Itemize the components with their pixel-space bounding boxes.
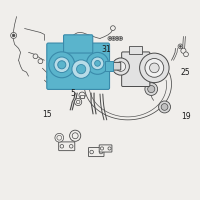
Circle shape — [60, 144, 64, 148]
Circle shape — [150, 63, 159, 73]
Circle shape — [100, 147, 104, 150]
Circle shape — [95, 60, 100, 66]
FancyBboxPatch shape — [64, 35, 93, 53]
Circle shape — [140, 53, 169, 83]
Circle shape — [161, 104, 168, 110]
FancyBboxPatch shape — [59, 142, 75, 151]
Text: 15: 15 — [43, 110, 52, 119]
Circle shape — [159, 101, 171, 113]
Circle shape — [184, 52, 188, 57]
Circle shape — [75, 98, 82, 106]
Circle shape — [49, 80, 53, 84]
Circle shape — [179, 45, 181, 47]
FancyBboxPatch shape — [99, 145, 112, 152]
Circle shape — [58, 61, 66, 69]
Circle shape — [91, 57, 104, 70]
Circle shape — [145, 58, 164, 77]
Circle shape — [112, 36, 115, 40]
Circle shape — [116, 62, 126, 71]
Circle shape — [77, 65, 86, 74]
Bar — [80, 95, 84, 98]
Text: 25: 25 — [181, 68, 190, 77]
Circle shape — [112, 58, 129, 75]
Circle shape — [109, 38, 111, 39]
Circle shape — [148, 86, 155, 93]
Circle shape — [79, 92, 85, 98]
Circle shape — [55, 133, 64, 142]
Circle shape — [120, 38, 121, 39]
FancyBboxPatch shape — [112, 62, 121, 70]
Circle shape — [115, 36, 119, 40]
Circle shape — [90, 150, 93, 154]
Circle shape — [47, 75, 52, 80]
Circle shape — [72, 60, 90, 78]
Circle shape — [76, 100, 80, 104]
Circle shape — [72, 133, 78, 139]
Circle shape — [38, 59, 43, 64]
Circle shape — [116, 38, 118, 39]
FancyBboxPatch shape — [47, 43, 110, 89]
Circle shape — [113, 38, 114, 39]
Circle shape — [87, 52, 108, 74]
Circle shape — [57, 135, 62, 140]
Circle shape — [54, 57, 70, 73]
FancyBboxPatch shape — [88, 147, 104, 157]
Circle shape — [181, 48, 186, 53]
Circle shape — [11, 32, 17, 38]
Bar — [105, 61, 113, 71]
Circle shape — [145, 83, 158, 95]
Circle shape — [108, 147, 111, 150]
Circle shape — [108, 36, 112, 40]
FancyBboxPatch shape — [122, 52, 150, 86]
Text: 19: 19 — [182, 112, 191, 121]
Circle shape — [70, 130, 81, 141]
Circle shape — [119, 36, 123, 40]
Circle shape — [49, 52, 75, 78]
Circle shape — [33, 54, 38, 59]
Circle shape — [69, 144, 73, 148]
Text: 31: 31 — [101, 45, 111, 54]
Circle shape — [99, 150, 103, 154]
Bar — [129, 46, 142, 54]
Circle shape — [178, 44, 183, 49]
Circle shape — [12, 34, 15, 37]
Text: 5: 5 — [71, 89, 76, 98]
Circle shape — [111, 26, 115, 30]
